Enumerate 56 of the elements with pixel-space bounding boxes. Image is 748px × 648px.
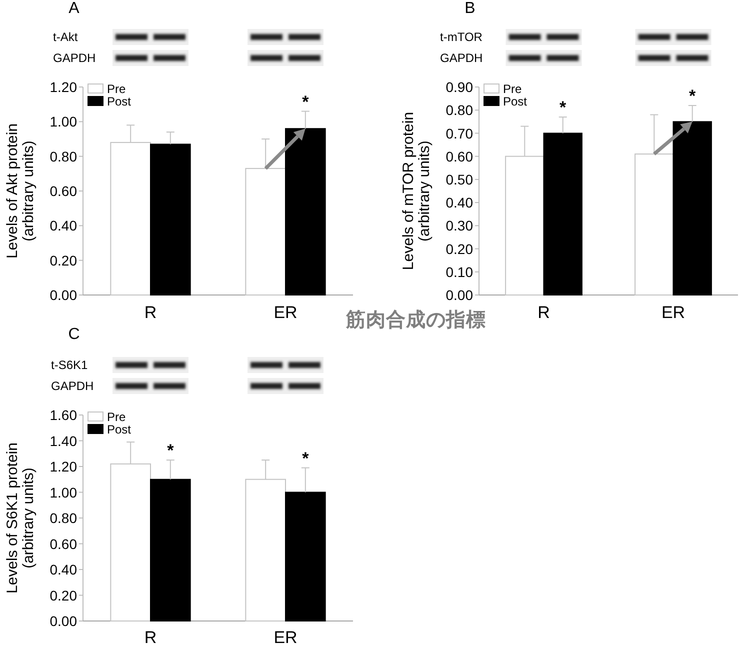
y-tick-label: 1.00 bbox=[50, 114, 78, 130]
y-tick-label: 0.00 bbox=[446, 287, 474, 304]
chart-title: A bbox=[68, 0, 80, 17]
legend-label: Post bbox=[107, 94, 132, 108]
y-axis-title: Levels of mTOR protein (arbitrary units) bbox=[400, 112, 433, 270]
x-tick-label: ER bbox=[274, 303, 298, 322]
y-axis-title: Levels of Akt protein (arbitrary units) bbox=[4, 123, 37, 259]
y-tick-label: 0.20 bbox=[50, 587, 78, 604]
y-tick-label: 0.40 bbox=[50, 562, 78, 578]
legend-label: Post bbox=[107, 422, 132, 436]
y-tick-label: 0.80 bbox=[50, 148, 78, 164]
y-tick-label: 0.90 bbox=[446, 79, 474, 96]
y-tick-label: 0.60 bbox=[50, 536, 78, 552]
text: t-Akt bbox=[53, 30, 78, 44]
y-tick-label: 1.20 bbox=[50, 458, 78, 475]
text: GAPDH bbox=[51, 379, 94, 393]
y-tick-label: 0.80 bbox=[50, 510, 78, 526]
y-tick-label: 1.40 bbox=[50, 432, 78, 449]
y-tick-label: 0.80 bbox=[446, 102, 474, 118]
y-tick-label: 0.50 bbox=[446, 171, 474, 188]
data-label: * bbox=[560, 98, 567, 118]
chart-title: B bbox=[464, 0, 476, 17]
y-axis-title: Levels of S6K1 protein (arbitrary units) bbox=[4, 442, 37, 594]
y-tick-label: 0.70 bbox=[446, 125, 474, 142]
y-tick-label: 0.00 bbox=[50, 613, 78, 630]
legend-label: Pre bbox=[503, 82, 522, 96]
y-tick-label: 0.60 bbox=[50, 183, 78, 200]
text: 筋肉合成の指標 bbox=[345, 309, 486, 331]
legend-label: Pre bbox=[107, 410, 126, 424]
y-tick-label: 0.30 bbox=[446, 218, 474, 234]
text: t-S6K1 bbox=[51, 358, 88, 372]
x-tick-label: ER bbox=[661, 303, 686, 322]
x-tick-label: R bbox=[144, 628, 157, 647]
y-tick-label: 0.00 bbox=[50, 287, 78, 304]
data-label: * bbox=[302, 448, 310, 468]
data-label: * bbox=[302, 92, 310, 112]
legend-label: Post bbox=[503, 94, 528, 108]
x-tick-label: R bbox=[538, 303, 550, 322]
y-tick-label: 0.40 bbox=[50, 218, 78, 234]
y-tick-label: 0.10 bbox=[446, 264, 474, 280]
x-tick-label: R bbox=[144, 303, 157, 322]
y-tick-label: 1.60 bbox=[50, 407, 78, 424]
x-tick-label: ER bbox=[274, 628, 298, 647]
text: GAPDH bbox=[53, 51, 96, 65]
y-tick-label: 0.60 bbox=[446, 148, 474, 164]
text: t-mTOR bbox=[440, 30, 483, 44]
y-tick-label: 0.40 bbox=[446, 194, 474, 211]
y-tick-label: 1.20 bbox=[50, 79, 78, 96]
y-tick-label: 0.20 bbox=[50, 252, 78, 268]
y-tick-label: 0.20 bbox=[446, 240, 474, 257]
y-tick-label: 1.00 bbox=[50, 484, 78, 500]
data-label: * bbox=[167, 441, 174, 460]
legend-label: Pre bbox=[107, 82, 126, 96]
text: GAPDH bbox=[440, 51, 483, 65]
chart-title: C bbox=[68, 326, 80, 343]
data-label: * bbox=[689, 86, 696, 106]
